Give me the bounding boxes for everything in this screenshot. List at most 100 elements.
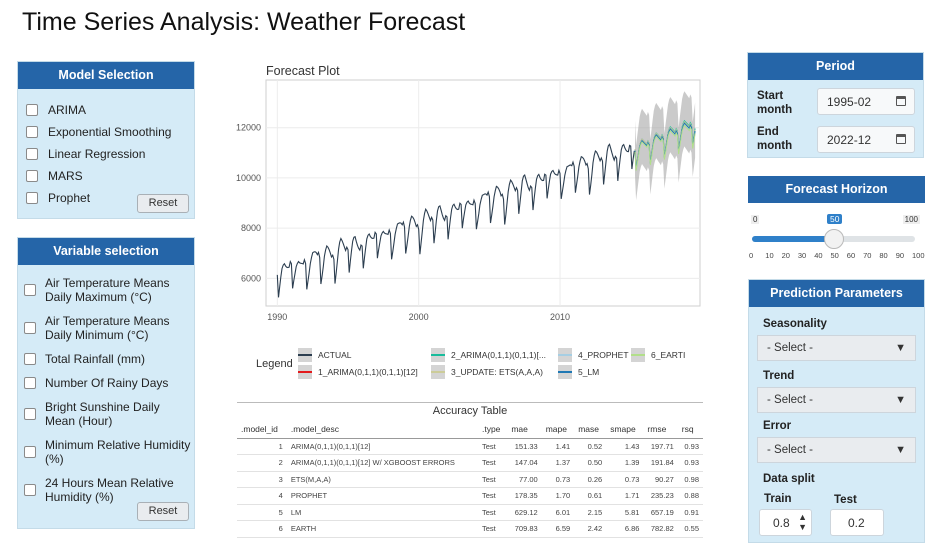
checkbox[interactable] — [24, 284, 36, 296]
table-cell: LM — [286, 504, 478, 521]
accuracy-table-header: .model_id .model_desc .type mae mape mase smap… — [237, 420, 703, 439]
y-tick-label: 10000 — [236, 173, 261, 183]
checkbox[interactable] — [24, 446, 36, 458]
table-cell: 178.35 — [507, 487, 542, 505]
model-reset-button[interactable]: Reset — [137, 194, 189, 213]
error-value: - Select - — [767, 444, 814, 456]
variable-option[interactable]: Air Temperature Means Daily Minimum (°C) — [24, 314, 193, 342]
end-month-label: End month — [757, 126, 793, 152]
table-cell: 2 — [237, 454, 287, 472]
model-option-label: Linear Regression — [48, 147, 146, 161]
variable-option[interactable]: Number Of Rainy Days — [24, 376, 193, 390]
table-cell: Test — [477, 438, 508, 455]
model-option-label: Exponential Smoothing — [48, 125, 172, 139]
checkbox[interactable] — [24, 353, 36, 365]
legend-label: 1_ARIMA(0,1,1)(0,1,1)[12] — [318, 367, 418, 377]
variable-reset-button[interactable]: Reset — [137, 502, 189, 521]
variable-option-label: Air Temperature Means Daily Maximum (°C) — [45, 276, 170, 304]
checkbox[interactable] — [24, 484, 36, 496]
prediction-parameters-header: Prediction Parameters — [749, 280, 924, 307]
table-cell: Test — [477, 520, 508, 538]
train-value: 0.8 — [773, 516, 790, 530]
variable-option[interactable]: 24 Hours Mean Relative Humidity (%) — [24, 476, 193, 504]
slider-tick-label: 20 — [781, 251, 790, 260]
model-option[interactable]: ARIMA — [26, 103, 171, 117]
table-cell: 6.86 — [606, 520, 644, 538]
table-cell: 1.39 — [606, 454, 644, 472]
slider-ticks: 0 10 20 30 40 50 60 70 80 90 100 — [748, 248, 925, 264]
error-select[interactable]: - Select - ▼ — [757, 437, 916, 463]
slider-tick-label: 60 — [846, 251, 856, 260]
legend-item: 6_EARTI — [631, 348, 685, 362]
slider-tick-label: 30 — [797, 251, 807, 260]
checkbox[interactable] — [24, 408, 36, 420]
table-cell: 191.84 — [643, 454, 678, 472]
forecast-horizon-slider[interactable]: 0 100 50 0 10 20 30 40 50 60 70 80 90 100 — [748, 212, 925, 266]
model-option[interactable]: Exponential Smoothing — [26, 125, 171, 139]
table-cell: 151.33 — [507, 438, 542, 455]
end-month-input[interactable]: 2022-12 — [817, 126, 915, 153]
column-header: rmse — [643, 420, 678, 439]
checkbox[interactable] — [24, 322, 36, 334]
table-cell: 5.81 — [606, 504, 644, 521]
variable-option[interactable]: Bright Sunshine Daily Mean (Hour) — [24, 400, 193, 428]
checkbox[interactable] — [26, 192, 38, 204]
variable-option[interactable]: Air Temperature Means Daily Maximum (°C) — [24, 276, 193, 304]
slider-handle[interactable] — [823, 229, 844, 249]
table-cell: 0.52 — [574, 438, 607, 455]
variable-option[interactable]: Total Rainfall (mm) — [24, 352, 193, 366]
forecast-plot: 6000 8000 10000 12000 1990 2000 2010 — [236, 79, 701, 322]
period-panel: Period Start month 1995-02 End month 202… — [747, 52, 924, 158]
table-cell: 147.04 — [507, 454, 542, 472]
calendar-icon[interactable] — [896, 96, 906, 106]
trend-select[interactable]: - Select - ▼ — [757, 387, 916, 413]
model-list: ARIMA Exponential Smoothing Linear Regress… — [26, 103, 171, 205]
checkbox[interactable] — [24, 377, 36, 389]
spinner-icon[interactable]: ▲ ▼ — [798, 512, 807, 532]
model-option[interactable]: Linear Regression — [26, 147, 171, 161]
slider-tick-label: 100 — [912, 251, 925, 260]
table-cell: EARTH — [286, 520, 478, 538]
checkbox[interactable] — [26, 104, 38, 116]
legend-label: ACTUAL — [318, 350, 352, 360]
column-header: smape — [606, 420, 644, 439]
slider-tick-label: 40 — [814, 251, 823, 260]
table-cell: 1 — [237, 438, 287, 455]
chart-legend: ACTUAL 1_ARIMA(0,1,1)(0,1,1)[12] 2_ARIMA(0… — [298, 348, 698, 384]
variable-selection-panel: Variable selection Air Temperature Means… — [17, 237, 195, 529]
variable-option[interactable]: Minimum Relative Humidity (%) — [24, 438, 193, 466]
accuracy-table-title: Accuracy Table — [432, 405, 508, 417]
model-option[interactable]: MARS — [26, 169, 171, 183]
checkbox[interactable] — [26, 126, 38, 138]
legend-label: 5_LM — [578, 367, 600, 377]
legend-swatch — [298, 348, 312, 362]
variable-option-label: Minimum Relative Humidity (%) — [45, 438, 191, 466]
slider-fill — [752, 236, 834, 242]
legend-swatch — [298, 365, 312, 379]
table-cell: 0.26 — [574, 471, 607, 488]
table-cell: 782.82 — [643, 520, 678, 538]
table-cell: 629.12 — [507, 504, 542, 521]
test-input[interactable]: 0.2 — [830, 509, 884, 536]
checkbox[interactable] — [26, 170, 38, 182]
page-title: Time Series Analysis: Weather Forecast — [22, 8, 466, 36]
train-input[interactable]: 0.8 ▲ ▼ — [759, 509, 812, 536]
legend-title: Legend — [256, 358, 293, 370]
model-option[interactable]: Prophet — [26, 191, 171, 205]
start-month-input[interactable]: 1995-02 — [817, 88, 915, 115]
checkbox[interactable] — [26, 148, 38, 160]
forecast-interval-band — [635, 91, 696, 201]
y-tick-label: 8000 — [241, 223, 261, 233]
seasonality-label: Seasonality — [763, 318, 827, 330]
seasonality-select[interactable]: - Select - ▼ — [757, 335, 916, 361]
model-selection-panel: Model Selection ARIMA Exponential Smoothi… — [17, 61, 195, 219]
train-label: Train — [764, 493, 792, 505]
table-row: 5 LM Test 629.12 6.01 2.15 5.81 657.19 0.91 — [237, 504, 703, 521]
calendar-icon[interactable] — [896, 134, 906, 144]
table-cell: 1.71 — [606, 487, 644, 505]
trend-value: - Select - — [767, 394, 814, 406]
table-cell: 3 — [237, 471, 287, 488]
column-header: mase — [574, 420, 607, 439]
table-cell: 2.42 — [574, 520, 607, 538]
table-cell: 90.27 — [643, 471, 678, 488]
